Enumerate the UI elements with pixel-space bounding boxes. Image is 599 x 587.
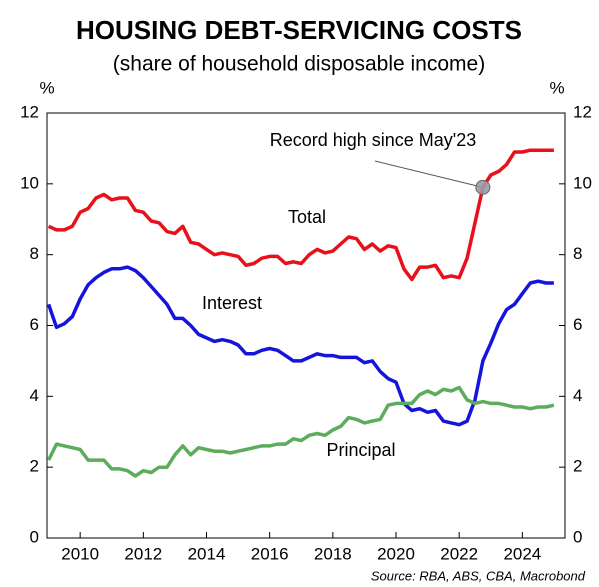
y2-tick-label: 4 [573, 386, 582, 405]
y2-tick-label: 8 [573, 244, 582, 263]
chart-title: HOUSING DEBT-SERVICING COSTS [76, 15, 522, 45]
y2-axis-label: % [549, 78, 564, 97]
annotation-marker [475, 179, 491, 195]
y-tick-label: 4 [30, 386, 39, 405]
x-tick-label: 2018 [314, 544, 352, 563]
x-tick-label: 2022 [440, 544, 478, 563]
y-tick-label: 10 [20, 173, 39, 192]
y-tick-label: 8 [30, 244, 39, 263]
y-axis-label: % [39, 78, 54, 97]
x-tick-label: 2024 [503, 544, 541, 563]
y-tick-label: 6 [30, 315, 39, 334]
x-tick-label: 2014 [188, 544, 226, 563]
series-line [47, 385, 555, 478]
x-tick-label: 2010 [61, 544, 99, 563]
series-line [47, 148, 554, 282]
series-label: Interest [202, 293, 262, 313]
series-label: Total [288, 207, 326, 227]
chart-subtitle: (share of household disposable income) [113, 53, 485, 76]
series-label: Principal [326, 440, 395, 460]
series-line [46, 265, 554, 427]
x-tick-label: 2016 [251, 544, 289, 563]
annotation-line [374, 160, 483, 188]
x-tick-label: 2012 [124, 544, 162, 563]
x-tick-label: 2020 [377, 544, 415, 563]
y-tick-label: 0 [30, 527, 39, 546]
y2-tick-label: 6 [573, 315, 582, 334]
plot-frame [46, 112, 566, 539]
y2-tick-label: 0 [573, 527, 582, 546]
annotation-text: Record high since May'23 [270, 130, 477, 150]
y2-tick-label: 2 [573, 457, 582, 476]
y2-tick-label: 10 [573, 173, 592, 192]
y-tick-label: 2 [30, 457, 39, 476]
y2-tick-label: 12 [573, 102, 592, 121]
y-tick-label: 12 [20, 102, 39, 121]
source: Source: RBA, ABS, CBA, Macrobond [371, 568, 586, 583]
